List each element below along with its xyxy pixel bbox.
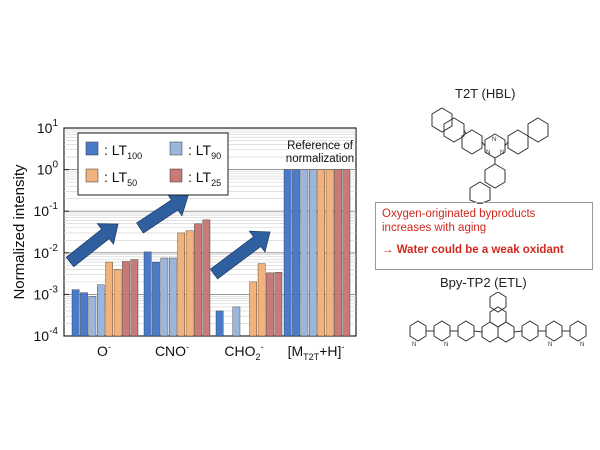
bar [283, 169, 292, 337]
y-tick-label: 101 [37, 118, 59, 136]
bar [122, 261, 130, 337]
bar [194, 223, 202, 337]
legend-label: : LT100 [104, 142, 142, 161]
bar [160, 257, 169, 337]
legend-swatch [169, 141, 183, 156]
y-axis-label: Normalized intensity [11, 164, 28, 300]
svg-text:N: N [412, 342, 416, 348]
bar [232, 306, 241, 337]
y-tick-label: 10-4 [34, 326, 59, 344]
bar [342, 169, 351, 337]
bar [300, 169, 309, 337]
svg-text:N: N [486, 150, 490, 156]
legend-swatch [85, 141, 99, 156]
trend-arrow [209, 230, 271, 280]
bar [292, 169, 300, 337]
x-tick-label: CHO2- [224, 342, 263, 362]
conclusion-callout: Oxygen-originated byproducts increases w… [375, 202, 593, 270]
legend-swatch [85, 168, 99, 183]
bar [88, 296, 97, 337]
svg-text:N: N [500, 150, 504, 156]
bar [309, 169, 317, 337]
bar [143, 251, 152, 337]
x-tick-label: O- [97, 342, 111, 359]
callout-line-2: → Water could be a weak oxidant [382, 244, 564, 256]
legend-label: : LT25 [188, 169, 221, 188]
bar [317, 169, 326, 337]
annotation-line-2: normalization [286, 153, 354, 165]
bar [215, 310, 224, 337]
x-tick-label: CNO- [155, 342, 189, 359]
svg-text:N: N [492, 137, 496, 143]
trend-arrow [65, 223, 119, 268]
svg-text:N: N [444, 342, 448, 348]
y-tick-label: 10-2 [34, 243, 59, 261]
bar [177, 232, 186, 337]
bar [105, 261, 113, 337]
x-tick-label: [MT2T+H]- [288, 342, 345, 362]
y-tick-label: 100 [37, 160, 59, 178]
bpy-tp2-title: Bpy-TP2 (ETL) [440, 275, 527, 290]
bar [325, 169, 334, 337]
bar [257, 263, 266, 337]
bar [96, 284, 105, 337]
t2t-title: T2T (HBL) [455, 86, 516, 101]
bar [334, 169, 342, 337]
bar [185, 230, 194, 337]
bar [249, 281, 258, 337]
annotation-line-1: Reference of [287, 140, 354, 152]
legend-label: : LT90 [188, 142, 221, 161]
svg-text:N: N [548, 342, 552, 348]
bar [274, 272, 283, 337]
bar [80, 292, 88, 337]
y-tick-label: 10-3 [34, 284, 59, 302]
callout-line-1: Oxygen-originated byproducts [382, 208, 536, 220]
legend-swatch [169, 168, 183, 183]
bar [71, 289, 80, 337]
bar [168, 257, 177, 337]
y-tick-label: 10-1 [34, 201, 59, 219]
bar [202, 219, 211, 337]
callout-line-1b: increases with aging [382, 222, 487, 234]
bar [130, 259, 139, 337]
t2t-structure-image: N N N [431, 107, 549, 204]
bar [266, 272, 274, 337]
svg-text:N: N [580, 342, 584, 348]
legend-box [77, 132, 229, 196]
legend-label: : LT50 [104, 169, 137, 188]
bar [113, 269, 122, 337]
bar [152, 261, 160, 337]
